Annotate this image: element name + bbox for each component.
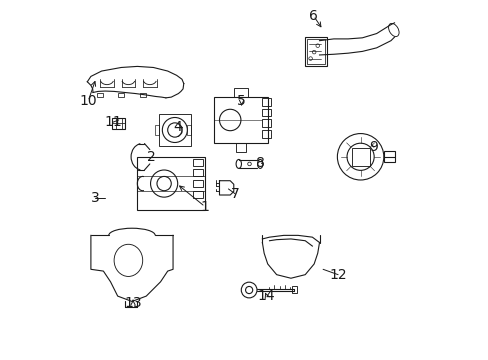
- Bar: [262, 130, 271, 138]
- Text: 9: 9: [368, 140, 378, 154]
- Bar: [383, 152, 394, 162]
- Bar: [187, 125, 190, 135]
- Bar: [112, 118, 125, 129]
- Bar: [155, 125, 159, 135]
- Bar: [192, 158, 203, 166]
- Bar: [291, 286, 297, 293]
- Bar: [97, 93, 102, 97]
- Text: 3: 3: [91, 191, 100, 205]
- Text: 8: 8: [256, 156, 264, 170]
- Text: 4: 4: [173, 120, 182, 134]
- Text: 5: 5: [237, 94, 245, 108]
- Bar: [235, 143, 246, 152]
- Bar: [192, 169, 203, 176]
- Bar: [192, 191, 203, 198]
- Bar: [192, 180, 203, 187]
- Text: 1: 1: [201, 200, 209, 214]
- Bar: [137, 157, 205, 210]
- Bar: [351, 148, 369, 166]
- Text: 10: 10: [79, 94, 97, 108]
- Bar: [305, 37, 326, 66]
- Text: 6: 6: [308, 9, 317, 23]
- Bar: [306, 39, 324, 64]
- Bar: [233, 88, 247, 97]
- Bar: [140, 93, 145, 97]
- Text: 11: 11: [104, 115, 122, 129]
- Bar: [214, 97, 267, 143]
- Bar: [118, 93, 124, 97]
- Text: 7: 7: [230, 186, 239, 201]
- Text: 13: 13: [124, 296, 142, 310]
- Bar: [262, 119, 271, 127]
- Text: 14: 14: [257, 289, 275, 303]
- Bar: [262, 98, 271, 106]
- Bar: [159, 114, 190, 146]
- Text: 12: 12: [328, 268, 346, 282]
- Text: 2: 2: [147, 150, 156, 164]
- Bar: [262, 109, 271, 116]
